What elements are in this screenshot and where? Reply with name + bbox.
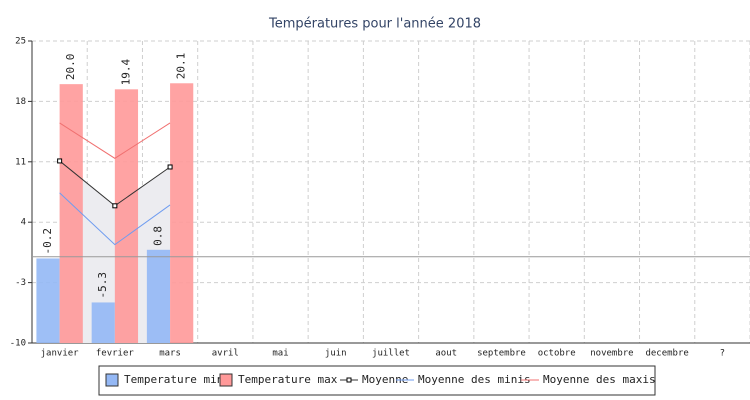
legend-label: Temperature max xyxy=(238,373,338,386)
x-tick-label: novembre xyxy=(590,349,633,359)
value-label: 20.0 xyxy=(64,54,77,81)
x-tick-label: decembre xyxy=(645,349,688,359)
x-tick-label: mai xyxy=(272,349,288,359)
bar xyxy=(114,89,139,343)
marker xyxy=(112,203,118,209)
x-tick-label: ? xyxy=(720,349,725,359)
legend-label: Moyenne des minis xyxy=(418,373,531,386)
legend-swatch xyxy=(219,373,233,387)
x-tick-label: avril xyxy=(212,349,239,359)
legend-box xyxy=(98,365,656,396)
x-tick-label: aout xyxy=(435,349,457,359)
legend-label: Temperature min xyxy=(124,373,223,386)
x-tick-label: juin xyxy=(325,349,347,359)
value-label: -5.3 xyxy=(96,272,109,299)
bar xyxy=(170,83,194,343)
x-tick-label: juillet xyxy=(372,349,410,359)
bar xyxy=(36,258,60,343)
y-tick-label: -3 xyxy=(15,278,26,288)
bar xyxy=(146,249,171,343)
value-label: -0.2 xyxy=(41,228,54,255)
legend-swatch xyxy=(105,373,119,387)
chart-title: Températures pour l'année 2018 xyxy=(268,17,481,32)
marker xyxy=(167,164,173,170)
y-tick-label: -10 xyxy=(10,339,26,349)
bar xyxy=(91,302,115,343)
legend-label: Moyenne xyxy=(362,373,408,386)
marker xyxy=(57,158,63,164)
x-tick-label: janvier xyxy=(41,349,80,359)
x-tick-label: septembre xyxy=(477,349,526,359)
legend-label: Moyenne des maxis xyxy=(543,373,656,386)
value-label: 19.4 xyxy=(119,58,132,85)
bar xyxy=(59,84,83,344)
y-tick-label: 25 xyxy=(15,37,26,47)
value-label: 0.8 xyxy=(151,226,164,246)
x-tick-label: mars xyxy=(159,349,181,359)
y-tick-label: 18 xyxy=(15,97,26,107)
line xyxy=(59,122,171,159)
x-tick-label: fevrier xyxy=(96,349,135,359)
y-tick-label: 11 xyxy=(15,157,26,167)
area xyxy=(59,160,171,343)
y-tick-label: 4 xyxy=(21,218,26,228)
line xyxy=(59,192,171,246)
legend-marker xyxy=(346,377,352,383)
x-tick-label: octobre xyxy=(538,349,576,359)
value-label: 20.1 xyxy=(175,53,188,80)
